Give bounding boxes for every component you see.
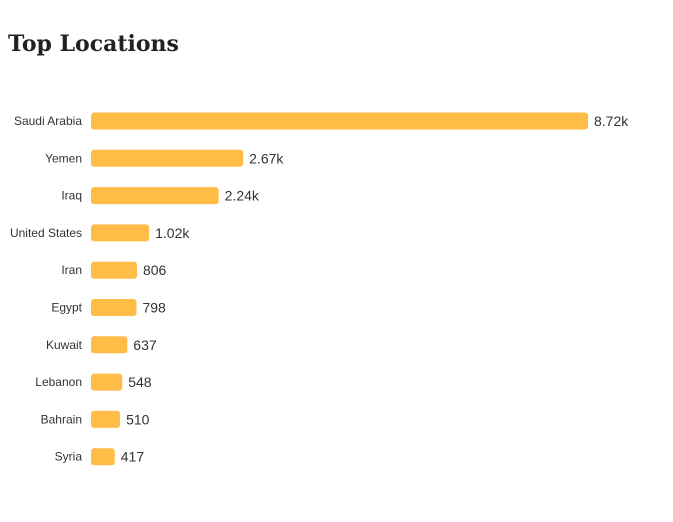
bars-layer: Saudi Arabia 8.72k Yemen 2.67k Iraq 2.24k Unit… (10, 112, 629, 466)
bar[interactable] (91, 261, 137, 279)
value-label: 798 (142, 300, 166, 316)
value-label: 548 (128, 374, 152, 390)
category-label: Iran (61, 263, 82, 277)
category-label: Yemen (45, 151, 82, 165)
value-label: 417 (121, 449, 145, 465)
category-label: Kuwait (46, 338, 83, 352)
bar[interactable] (91, 187, 219, 205)
value-label: 2.67k (249, 150, 284, 166)
value-label: 2.24k (225, 188, 260, 204)
bar[interactable] (91, 112, 588, 130)
chart-title: Top Locations (8, 31, 179, 57)
value-label: 637 (133, 337, 157, 353)
bar[interactable] (91, 448, 115, 466)
bar[interactable] (91, 336, 128, 354)
value-label: 8.72k (594, 113, 629, 129)
category-label: United States (10, 226, 82, 240)
bar[interactable] (91, 410, 121, 428)
category-label: Egypt (51, 301, 82, 315)
value-label: 510 (126, 411, 150, 427)
category-label: Saudi Arabia (14, 114, 82, 128)
category-label: Bahrain (41, 412, 82, 426)
category-label: Syria (55, 450, 83, 464)
bar[interactable] (91, 373, 123, 391)
category-label: Iraq (61, 189, 82, 203)
bar[interactable] (91, 149, 244, 167)
category-label: Lebanon (35, 375, 82, 389)
value-label: 806 (143, 262, 167, 278)
bar[interactable] (91, 299, 137, 316)
value-label: 1.02k (155, 225, 190, 241)
bar[interactable] (91, 224, 150, 242)
